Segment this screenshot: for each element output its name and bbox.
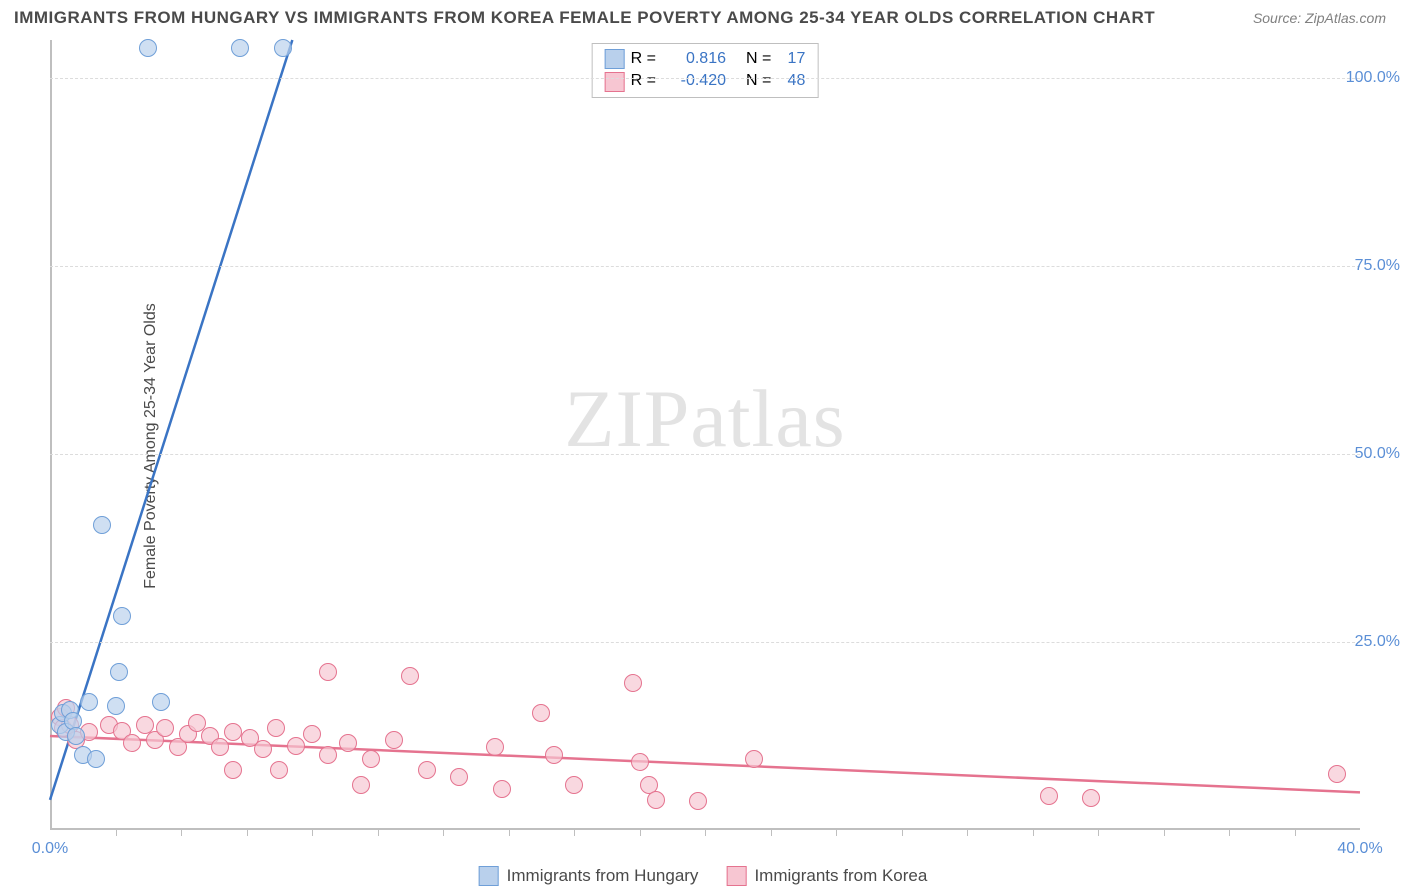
point-hungary [107, 697, 125, 715]
gridline [50, 266, 1360, 267]
series-legend: Immigrants from Hungary Immigrants from … [479, 866, 928, 886]
x-tick-mark [1295, 830, 1296, 836]
legend-label-korea: Immigrants from Korea [754, 866, 927, 886]
gridline [50, 78, 1360, 79]
point-hungary [231, 39, 249, 57]
point-hungary [80, 693, 98, 711]
x-tick-mark [771, 830, 772, 836]
x-tick-label: 40.0% [1337, 840, 1382, 858]
point-korea [352, 776, 370, 794]
source-label: Source: ZipAtlas.com [1253, 10, 1386, 26]
point-korea [211, 738, 229, 756]
point-hungary [274, 39, 292, 57]
point-korea [745, 750, 763, 768]
legend-row-hungary: R = 0.816 N = 17 [605, 48, 806, 70]
x-tick-mark [116, 830, 117, 836]
r-label: R = [631, 48, 656, 70]
x-tick-mark [1229, 830, 1230, 836]
point-korea [532, 704, 550, 722]
point-korea [339, 734, 357, 752]
point-korea [689, 792, 707, 810]
point-hungary [87, 750, 105, 768]
plot-area: ZIPatlas R = 0.816 N = 17 R = -0.420 N =… [50, 40, 1360, 830]
x-tick-mark [1164, 830, 1165, 836]
y-tick-label: 50.0% [1355, 445, 1400, 463]
point-korea [493, 780, 511, 798]
x-tick-mark [902, 830, 903, 836]
trend-lines [50, 40, 1360, 830]
swatch-korea [605, 72, 625, 92]
chart-title: IMMIGRANTS FROM HUNGARY VS IMMIGRANTS FR… [14, 8, 1155, 28]
point-hungary [139, 39, 157, 57]
point-korea [385, 731, 403, 749]
x-tick-mark [836, 830, 837, 836]
legend-item-hungary: Immigrants from Hungary [479, 866, 699, 886]
point-korea [224, 761, 242, 779]
x-tick-mark [312, 830, 313, 836]
x-tick-mark [181, 830, 182, 836]
trend-line-hungary [50, 40, 292, 800]
swatch-hungary [479, 866, 499, 886]
x-tick-label: 0.0% [32, 840, 68, 858]
point-hungary [152, 693, 170, 711]
x-tick-mark [705, 830, 706, 836]
swatch-korea [726, 866, 746, 886]
legend-item-korea: Immigrants from Korea [726, 866, 927, 886]
point-korea [450, 768, 468, 786]
point-hungary [93, 516, 111, 534]
point-korea [647, 791, 665, 809]
point-korea [1328, 765, 1346, 783]
x-tick-mark [443, 830, 444, 836]
point-korea [1040, 787, 1058, 805]
point-korea [303, 725, 321, 743]
point-korea [545, 746, 563, 764]
gridline [50, 454, 1360, 455]
x-tick-mark [574, 830, 575, 836]
x-tick-mark [509, 830, 510, 836]
point-korea [1082, 789, 1100, 807]
point-korea [401, 667, 419, 685]
point-korea [156, 719, 174, 737]
point-korea [267, 719, 285, 737]
x-tick-mark [640, 830, 641, 836]
swatch-hungary [605, 49, 625, 69]
point-korea [254, 740, 272, 758]
point-korea [319, 746, 337, 764]
y-tick-label: 75.0% [1355, 257, 1400, 275]
legend-label-hungary: Immigrants from Hungary [507, 866, 699, 886]
x-tick-mark [1098, 830, 1099, 836]
x-tick-mark [967, 830, 968, 836]
point-korea [287, 737, 305, 755]
point-korea [624, 674, 642, 692]
point-korea [123, 734, 141, 752]
r-label: R = [631, 70, 656, 92]
n-label: N = [746, 70, 771, 92]
n-value-hungary: 17 [777, 48, 805, 70]
point-hungary [67, 727, 85, 745]
r-value-korea: -0.420 [662, 70, 726, 92]
gridline [50, 642, 1360, 643]
x-tick-mark [378, 830, 379, 836]
y-tick-label: 100.0% [1346, 69, 1400, 87]
x-tick-mark [1033, 830, 1034, 836]
point-korea [486, 738, 504, 756]
point-korea [224, 723, 242, 741]
n-value-korea: 48 [777, 70, 805, 92]
legend-row-korea: R = -0.420 N = 48 [605, 70, 806, 92]
y-tick-label: 25.0% [1355, 633, 1400, 651]
n-label: N = [746, 48, 771, 70]
point-korea [270, 761, 288, 779]
point-korea [418, 761, 436, 779]
r-value-hungary: 0.816 [662, 48, 726, 70]
point-hungary [110, 663, 128, 681]
point-korea [362, 750, 380, 768]
point-korea [565, 776, 583, 794]
point-korea [319, 663, 337, 681]
x-tick-mark [247, 830, 248, 836]
point-korea [631, 753, 649, 771]
correlation-legend: R = 0.816 N = 17 R = -0.420 N = 48 [592, 43, 819, 98]
point-hungary [113, 607, 131, 625]
